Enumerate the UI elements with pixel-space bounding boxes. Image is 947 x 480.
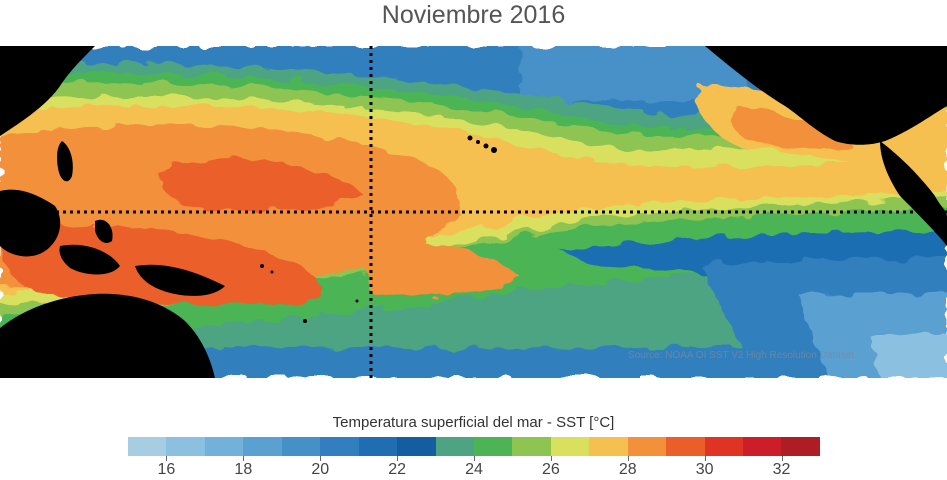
colorbar-tick (320, 456, 322, 461)
colorbar-swatch (166, 437, 205, 456)
sst-map (0, 46, 947, 378)
colorbar-swatch (550, 437, 590, 456)
colorbar-tick (704, 456, 706, 461)
colorbar-swatch (627, 437, 667, 456)
colorbar-tick-label: 24 (465, 461, 483, 478)
data-source: Source: NOAA OI SST V2 High Resolution D… (628, 350, 855, 361)
colorbar-tick-label: 28 (618, 461, 637, 478)
colorbar-tick (550, 456, 552, 461)
colorbar-tick-label: 30 (695, 461, 714, 478)
colorbar-swatch (204, 437, 244, 456)
colorbar-tick (166, 456, 168, 461)
colorbar-tick (243, 456, 245, 461)
colorbar-swatch (743, 437, 782, 456)
colorbar-tick (474, 456, 475, 461)
colorbar-tick-label: 18 (234, 461, 253, 478)
colorbar-tick (781, 456, 783, 461)
colorbar-tick (397, 456, 399, 461)
colorbar-swatch (666, 437, 705, 456)
colorbar-tick-label: 22 (388, 461, 406, 478)
colorbar (128, 437, 820, 456)
colorbar-label: Temperatura superficial del mar - SST [°… (332, 414, 615, 431)
colorbar-swatch (704, 437, 743, 456)
colorbar-swatch (397, 437, 436, 456)
colorbar-swatch (128, 437, 167, 456)
colorbar-swatch (512, 437, 551, 456)
colorbar-tick-label: 16 (157, 461, 176, 478)
colorbar-tick (627, 456, 629, 461)
colorbar-swatch (281, 437, 321, 456)
colorbar-swatch (781, 437, 820, 456)
colorbar-swatch (435, 437, 474, 456)
colorbar-tick-label: 32 (772, 461, 791, 478)
colorbar-tick-label: 26 (541, 461, 560, 478)
colorbar-tick-label: 20 (311, 461, 330, 478)
map-title: Noviembre 2016 (381, 1, 566, 29)
land (0, 46, 947, 378)
colorbar-swatch (243, 437, 282, 456)
colorbar-ticks: 16 18 20 22 24 26 28 30 32 (128, 456, 820, 480)
colorbar-swatch (358, 437, 398, 456)
colorbar-swatch (320, 437, 359, 456)
colorbar-swatch (589, 437, 628, 456)
colorbar-swatch (473, 437, 513, 456)
